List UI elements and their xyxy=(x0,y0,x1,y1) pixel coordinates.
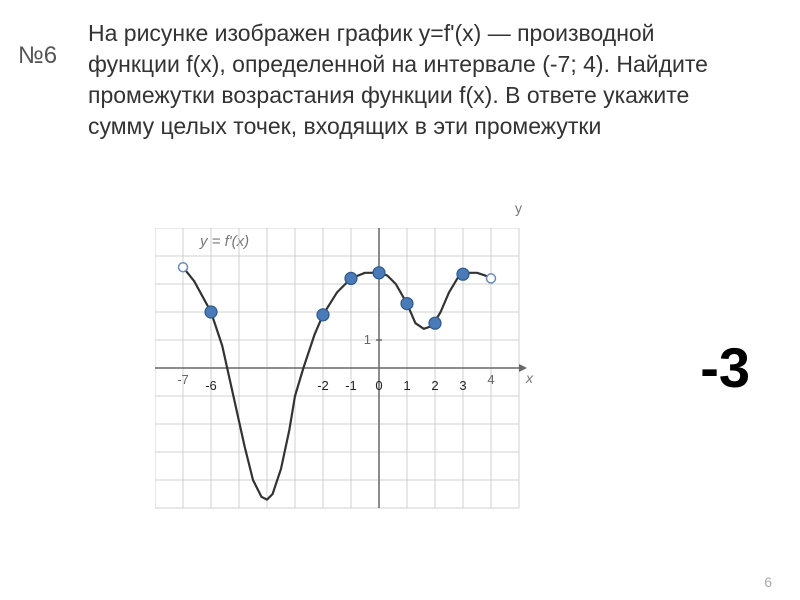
page-number: 6 xyxy=(764,574,772,590)
answer-value: -3 xyxy=(700,335,750,400)
problem-text: На рисунке изображен график y=f'(x) — пр… xyxy=(88,18,718,142)
svg-text:1: 1 xyxy=(364,332,371,347)
integer-point-label: 2 xyxy=(431,378,438,393)
y-axis-symbol: y xyxy=(515,200,522,216)
svg-text:4: 4 xyxy=(487,372,494,387)
integer-point-label: -6 xyxy=(205,378,217,393)
integer-point-label: 0 xyxy=(375,378,382,393)
svg-text:-7: -7 xyxy=(177,372,189,387)
integer-point-label: -2 xyxy=(317,378,329,393)
integer-point-label: 3 xyxy=(459,378,466,393)
problem-number: №6 xyxy=(18,42,57,70)
integer-point-label: 1 xyxy=(403,378,410,393)
integer-point-label: -1 xyxy=(345,378,357,393)
